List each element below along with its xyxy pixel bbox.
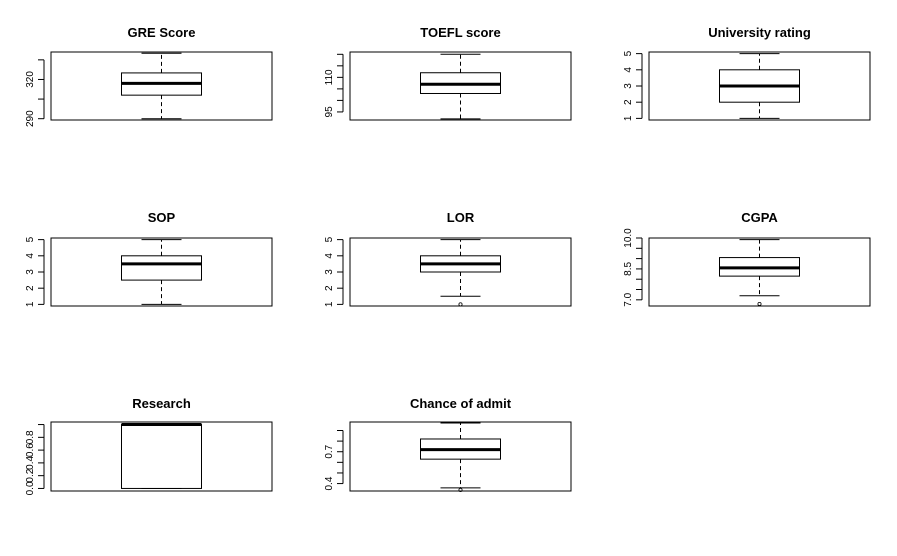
panel-lor: LOR 1 2 3 4 5 [324,210,572,307]
iqr-box [121,424,202,489]
y-tick-label: 0.4 [25,456,36,470]
y-tick-label: 5 [324,236,335,242]
y-tick-label: 320 [25,71,36,88]
y-tick-label: 3 [623,83,634,89]
y-tick-label: 5 [623,50,634,56]
y-tick-label: 95 [324,106,335,118]
panel-university-rating: University rating 1 2 3 4 5 [623,25,871,121]
y-tick-label: 4 [324,253,335,259]
panel-chance-of-admit: Chance of admit 0.4 0.7 [324,396,572,492]
y-tick-label: 1 [25,301,36,307]
outlier-point [757,301,762,306]
plot-frame [349,421,572,492]
y-tick-label: 110 [324,69,335,85]
y-tick-label: 0.2 [25,468,36,482]
panel-title: Chance of admit [410,396,512,411]
y-tick-label: 0.7 [324,444,335,458]
y-tick-label: 2 [324,285,335,291]
plot-frame [648,237,871,307]
plot-frame [349,51,572,121]
panel-title: LOR [447,210,475,225]
plot-frame [50,51,273,121]
y-tick-label: 2 [623,99,634,105]
panel-title: University rating [708,25,811,40]
y-tick-label: 8.5 [623,262,634,276]
plot-frame [50,421,273,492]
y-tick-label: 1 [324,301,335,307]
panel-cgpa: CGPA 7.0 8.5 10.0 [623,210,871,307]
y-tick-label: 2 [25,285,36,291]
panel-title: SOP [148,210,176,225]
panel-title: Research [132,396,191,411]
y-tick-label: 0.0 [25,481,36,495]
panel-title: GRE Score [128,25,196,40]
y-tick-label: 5 [25,236,36,242]
y-tick-label: 290 [25,110,36,127]
outlier-point [458,487,463,492]
y-tick-label: 3 [324,269,335,275]
y-tick-label: 0.4 [324,476,335,490]
panel-title: TOEFL score [420,25,500,40]
panel-title: CGPA [741,210,778,225]
panel-toefl-score: TOEFL score 95 110 [324,25,572,121]
y-tick-label: 10.0 [623,228,634,248]
plot-frame [50,237,273,307]
panel-gre-score: GRE Score 290 320 [25,25,273,127]
panel-research: Research 0.00.20.40.60.8 [25,396,273,495]
y-tick-label: 1 [623,115,634,121]
outlier-point [458,302,463,307]
iqr-box [121,255,202,281]
y-tick-label: 3 [25,269,36,275]
y-tick-label: 0.8 [25,430,36,444]
y-tick-label: 7.0 [623,292,634,306]
panel-sop: SOP 1 2 3 4 5 [25,210,273,307]
y-tick-label: 4 [623,67,634,73]
y-tick-label: 0.6 [25,443,36,457]
y-tick-label: 4 [25,253,36,259]
plot-frame [648,51,871,121]
